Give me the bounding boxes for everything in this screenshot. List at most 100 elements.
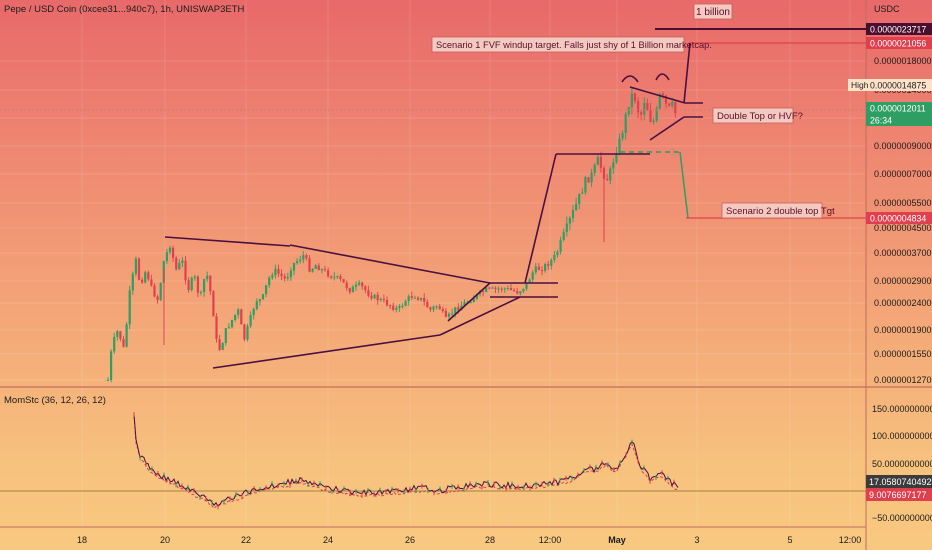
candle-body <box>640 112 643 115</box>
hvf-lower-line[interactable] <box>649 116 685 141</box>
candle-body <box>323 269 327 271</box>
candle-body <box>494 287 497 290</box>
candle-body <box>609 168 612 181</box>
candle-body <box>342 279 345 283</box>
price-flag-last <box>866 102 932 114</box>
candle-body <box>119 331 122 339</box>
candle-body <box>575 203 578 211</box>
candle-body <box>292 262 296 271</box>
candle-body <box>379 299 382 301</box>
annotation-scenario-1-text: Scenario 1 FVF windup target. Falls just… <box>436 40 712 50</box>
price-tick-label: 0.0000009000 <box>874 141 932 151</box>
indicator-signal-value: 9.0076697177 <box>869 490 927 500</box>
signal-line <box>133 416 679 510</box>
candle-body <box>227 327 230 329</box>
candle-body <box>364 286 367 291</box>
scenario-2-path[interactable] <box>679 151 689 219</box>
candle-body <box>578 193 581 204</box>
top-1-arc[interactable] <box>621 75 639 83</box>
candle-body <box>159 282 162 300</box>
candle-body <box>528 279 531 283</box>
candle-body <box>336 276 339 278</box>
flagpole-line[interactable] <box>524 153 557 284</box>
price-flag-billion-text: 0.0000023717 <box>870 25 926 35</box>
triangle-upper-line[interactable] <box>289 244 491 284</box>
price-tick-label: 0.0000002400 <box>874 298 932 308</box>
scenario-1-path[interactable] <box>683 42 691 104</box>
candle-body <box>339 276 342 280</box>
candle-body <box>361 282 364 287</box>
indicator-value-flags: 17.0580740492 9.0076697177 <box>866 475 932 501</box>
indicator-title[interactable]: MomStc (36, 12, 26, 12) <box>4 395 106 406</box>
candle-body <box>221 342 224 350</box>
candle-body <box>522 288 525 292</box>
candle-body <box>674 101 677 114</box>
pattern-drawings[interactable] <box>164 73 703 369</box>
candle-body <box>565 223 568 233</box>
candle-body <box>671 101 674 106</box>
price-flag-countdown-text: 26:34 <box>870 116 892 126</box>
candle-body <box>215 316 218 340</box>
wedge-inner-line[interactable] <box>447 282 491 322</box>
candle-body <box>389 305 392 307</box>
candle-body <box>106 379 110 381</box>
annotation-billion[interactable]: 1 billion <box>693 3 733 20</box>
candle-body <box>196 276 199 293</box>
time-tick-label: 18 <box>77 535 87 545</box>
price-tick-label: 0.0000007000 <box>874 169 932 179</box>
currency-label: USDC <box>874 4 900 14</box>
candle-body <box>463 302 466 306</box>
candle-body <box>147 272 150 280</box>
candle-body <box>562 232 565 240</box>
candle-body <box>320 269 323 271</box>
candle-body <box>404 301 407 306</box>
candle-body <box>627 107 630 115</box>
candle-body <box>234 314 237 320</box>
candle-body <box>249 315 252 326</box>
time-tick-label: 12:00 <box>539 535 562 545</box>
triangle-upper-left-line[interactable] <box>164 236 291 247</box>
top-2-arc[interactable] <box>655 73 670 81</box>
hvf-upper-line[interactable] <box>629 86 686 104</box>
symbol-title[interactable]: Pepe / USD Coin (0xcee31...940c7), 1h, U… <box>4 4 245 15</box>
time-tick-label: 24 <box>323 535 333 545</box>
candle-body <box>621 132 624 139</box>
candle-body <box>212 291 215 317</box>
candle-body <box>497 288 500 290</box>
candle-body <box>190 277 193 290</box>
candle-body <box>438 306 441 310</box>
candle-body <box>137 258 141 280</box>
candle-body <box>392 305 395 310</box>
candle-body <box>540 269 544 271</box>
wedge-lower-line[interactable] <box>439 296 521 336</box>
price-flag-high <box>866 79 932 91</box>
price-flag-s1 <box>866 37 932 49</box>
candle-body <box>581 192 584 194</box>
indicator-axis[interactable]: 150.0000000000 100.0000000000 50.000000000… <box>872 404 932 523</box>
high-tag: High <box>848 79 869 91</box>
candle-body <box>509 288 513 291</box>
candle-body <box>544 264 547 271</box>
candle-body <box>429 307 432 310</box>
triangle-lower-line[interactable] <box>212 334 441 369</box>
candle-body <box>277 268 280 274</box>
candle-body <box>172 247 175 258</box>
momstc-series[interactable] <box>133 412 679 510</box>
annotation-scenario-1[interactable]: Scenario 1 FVF windup target. Falls just… <box>431 36 712 53</box>
candle-body <box>296 261 299 263</box>
indicator-tick-label: 150.0000000000 <box>872 404 932 414</box>
candle-body <box>584 177 587 193</box>
time-tick-label: 26 <box>405 535 415 545</box>
candle-body <box>444 311 447 317</box>
time-tick-label: 5 <box>787 535 792 545</box>
time-axis[interactable]: 18 20 22 24 26 28 12:00 May 3 5 12:00 <box>77 535 861 545</box>
candle-body <box>426 301 429 308</box>
candle-body <box>289 270 292 278</box>
candle-body <box>469 302 472 304</box>
annotation-scenario-2[interactable]: Scenario 2 double top Tgt <box>721 202 835 219</box>
annotation-double-top[interactable]: Double Top or HVF? <box>712 107 803 124</box>
candlestick-series[interactable] <box>106 87 677 383</box>
candle-body <box>252 309 255 316</box>
